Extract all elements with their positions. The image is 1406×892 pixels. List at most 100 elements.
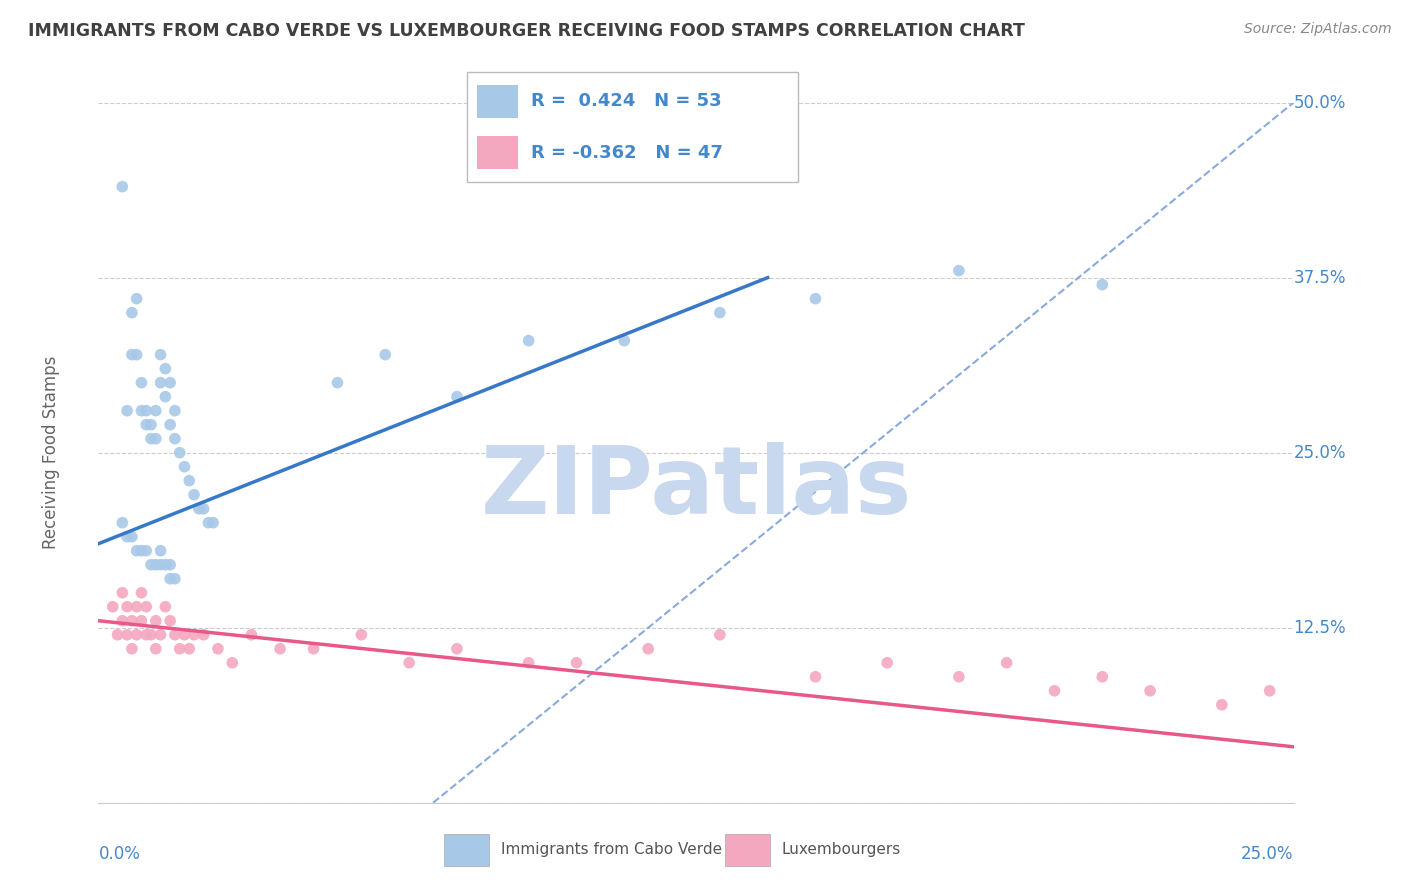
Point <box>197 516 219 530</box>
Text: 12.5%: 12.5% <box>1294 619 1346 637</box>
Point <box>149 628 172 642</box>
Point <box>159 376 181 390</box>
Point <box>709 628 731 642</box>
Point <box>179 641 201 656</box>
Point <box>179 474 201 488</box>
Point <box>159 417 181 432</box>
FancyBboxPatch shape <box>478 136 517 169</box>
Point <box>139 432 162 446</box>
Point <box>1091 277 1114 292</box>
Text: Receiving Food Stamps: Receiving Food Stamps <box>42 356 59 549</box>
Point <box>139 417 162 432</box>
Point <box>709 306 731 320</box>
Point <box>948 670 970 684</box>
Point <box>115 530 138 544</box>
Point <box>187 501 209 516</box>
Point <box>149 376 172 390</box>
Text: 25.0%: 25.0% <box>1294 443 1346 462</box>
Point <box>446 641 468 656</box>
Point <box>121 641 143 656</box>
Point <box>240 628 263 642</box>
Point <box>1043 683 1066 698</box>
Point <box>135 417 157 432</box>
Point <box>115 599 138 614</box>
Point <box>111 614 134 628</box>
Point <box>155 390 177 404</box>
Point <box>121 530 143 544</box>
Text: R = -0.362   N = 47: R = -0.362 N = 47 <box>531 144 723 161</box>
Text: 25.0%: 25.0% <box>1241 845 1294 863</box>
Point <box>302 641 325 656</box>
Point <box>145 614 167 628</box>
Point <box>173 628 195 642</box>
Point <box>101 599 124 614</box>
Point <box>183 628 205 642</box>
Point <box>121 348 143 362</box>
Point <box>183 488 205 502</box>
Point <box>131 614 153 628</box>
Point <box>193 501 215 516</box>
Point <box>111 179 134 194</box>
Point <box>1258 683 1281 698</box>
Point <box>163 572 186 586</box>
Text: ZIPatlas: ZIPatlas <box>481 442 911 533</box>
Text: Immigrants from Cabo Verde: Immigrants from Cabo Verde <box>501 842 721 857</box>
FancyBboxPatch shape <box>478 85 517 119</box>
Text: R =  0.424   N = 53: R = 0.424 N = 53 <box>531 93 723 111</box>
Point <box>173 459 195 474</box>
Point <box>269 641 291 656</box>
Point <box>613 334 636 348</box>
Point <box>517 334 540 348</box>
Point <box>163 432 186 446</box>
Point <box>398 656 420 670</box>
Point <box>115 628 138 642</box>
Point <box>804 670 827 684</box>
Text: 50.0%: 50.0% <box>1294 94 1346 112</box>
Point <box>121 614 143 628</box>
Point <box>149 558 172 572</box>
Point <box>135 599 157 614</box>
Text: Source: ZipAtlas.com: Source: ZipAtlas.com <box>1244 22 1392 37</box>
Point <box>169 446 191 460</box>
FancyBboxPatch shape <box>725 833 770 865</box>
Point <box>804 292 827 306</box>
Point <box>159 558 181 572</box>
Point <box>1091 670 1114 684</box>
Point <box>139 628 162 642</box>
Text: IMMIGRANTS FROM CABO VERDE VS LUXEMBOURGER RECEIVING FOOD STAMPS CORRELATION CHA: IMMIGRANTS FROM CABO VERDE VS LUXEMBOURG… <box>28 22 1025 40</box>
Point <box>125 348 148 362</box>
Point <box>193 628 215 642</box>
Point <box>131 543 153 558</box>
Point <box>145 403 167 417</box>
Point <box>169 641 191 656</box>
Point <box>637 641 659 656</box>
Point <box>131 403 153 417</box>
Point <box>115 403 138 417</box>
Point <box>131 376 153 390</box>
Point <box>111 586 134 600</box>
Point <box>163 403 186 417</box>
Point <box>202 516 225 530</box>
Point <box>948 263 970 277</box>
Point <box>155 599 177 614</box>
Point <box>125 292 148 306</box>
Point <box>145 641 167 656</box>
Point <box>155 558 177 572</box>
FancyBboxPatch shape <box>444 833 489 865</box>
Point <box>149 543 172 558</box>
Point <box>221 656 243 670</box>
Point <box>163 628 186 642</box>
Point <box>350 628 373 642</box>
Point <box>135 628 157 642</box>
Point <box>207 641 229 656</box>
Point <box>121 306 143 320</box>
Point <box>446 390 468 404</box>
Point <box>1139 683 1161 698</box>
Point <box>374 348 396 362</box>
Text: Luxembourgers: Luxembourgers <box>782 842 901 857</box>
Point <box>155 361 177 376</box>
FancyBboxPatch shape <box>467 72 799 182</box>
Point <box>139 558 162 572</box>
Point <box>145 558 167 572</box>
Point <box>876 656 898 670</box>
